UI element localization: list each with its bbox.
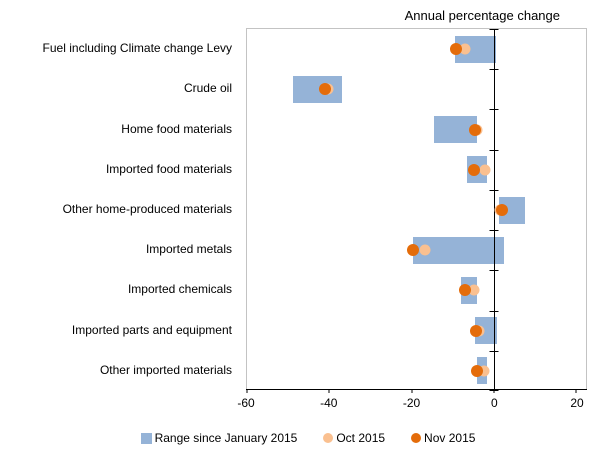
nov-2015-dot bbox=[467, 163, 480, 176]
x-axis-tick-label: -40 bbox=[320, 396, 338, 410]
category-axis-labels: Fuel including Climate change Levy Crude … bbox=[0, 28, 238, 390]
zero-axis-tick bbox=[489, 29, 499, 30]
nov-2015-dot bbox=[469, 324, 482, 337]
oct-2015-dot bbox=[459, 43, 471, 55]
legend-label: Nov 2015 bbox=[424, 431, 476, 445]
legend-circle-icon bbox=[411, 433, 422, 443]
plot-area bbox=[246, 28, 587, 393]
nov-2015-dot bbox=[496, 204, 509, 216]
x-axis-tick-label: 0 bbox=[490, 396, 498, 410]
zero-axis-tick bbox=[489, 149, 499, 151]
range-bar bbox=[293, 75, 343, 103]
legend-item-range: Range since January 2015 bbox=[140, 431, 298, 445]
legend-circle-icon bbox=[323, 433, 334, 443]
range-bar bbox=[475, 317, 497, 345]
x-axis-tick-label: -20 bbox=[402, 396, 421, 410]
category-label: Home food materials bbox=[121, 121, 232, 136]
zero-axis-line bbox=[493, 29, 495, 389]
category-label: Imported chemicals bbox=[127, 282, 232, 297]
x-axis-labels: -60 -40 -20 0 20 bbox=[237, 396, 587, 412]
category-label: Crude oil bbox=[183, 81, 232, 96]
legend-label: Oct 2015 bbox=[336, 431, 386, 445]
x-axis-tick bbox=[246, 389, 248, 393]
nov-2015-dot bbox=[319, 83, 332, 96]
zero-axis-tick bbox=[489, 230, 499, 232]
category-label: Fuel including Climate change Levy bbox=[42, 41, 232, 56]
category-label: Other home-produced materials bbox=[62, 201, 232, 216]
x-axis-tick-label: 20 bbox=[570, 396, 584, 410]
legend-item-oct-2015: Oct 2015 bbox=[323, 431, 385, 445]
nov-2015-dot bbox=[406, 244, 419, 257]
legend-square-icon bbox=[140, 432, 152, 444]
oct-2015-dot bbox=[468, 284, 480, 296]
nov-2015-dot bbox=[449, 43, 462, 56]
chart-title: Annual percentage change bbox=[404, 8, 560, 23]
legend-item-nov-2015: Nov 2015 bbox=[411, 431, 475, 445]
nov-2015-dot bbox=[458, 284, 471, 297]
x-axis-tick bbox=[493, 389, 495, 393]
zero-axis-tick bbox=[489, 109, 499, 111]
category-label: Imported metals bbox=[145, 242, 232, 257]
category-label: Imported food materials bbox=[105, 161, 232, 176]
oct-2015-dot bbox=[478, 365, 490, 377]
x-axis-tick-label: -60 bbox=[237, 396, 255, 410]
x-axis-line bbox=[246, 389, 587, 390]
zero-axis-tick bbox=[489, 270, 499, 272]
legend-label: Range since January 2015 bbox=[154, 431, 298, 445]
category-label: Other imported materials bbox=[99, 362, 232, 377]
zero-axis-tick bbox=[489, 69, 499, 71]
category-label: Imported parts and equipment bbox=[71, 322, 232, 337]
zero-axis-tick bbox=[489, 310, 499, 312]
legend: Range since January 2015 Oct 2015 Nov 2015 bbox=[0, 431, 616, 445]
nov-2015-dot bbox=[471, 364, 484, 377]
nov-2015-dot bbox=[469, 123, 482, 136]
zero-axis-tick bbox=[489, 189, 499, 191]
x-axis-tick bbox=[575, 389, 577, 393]
oct-2015-dot bbox=[479, 164, 491, 176]
zero-axis-tick bbox=[489, 350, 499, 352]
x-axis-tick bbox=[411, 389, 413, 393]
x-axis-tick bbox=[328, 389, 330, 393]
oct-2015-dot bbox=[419, 244, 431, 256]
